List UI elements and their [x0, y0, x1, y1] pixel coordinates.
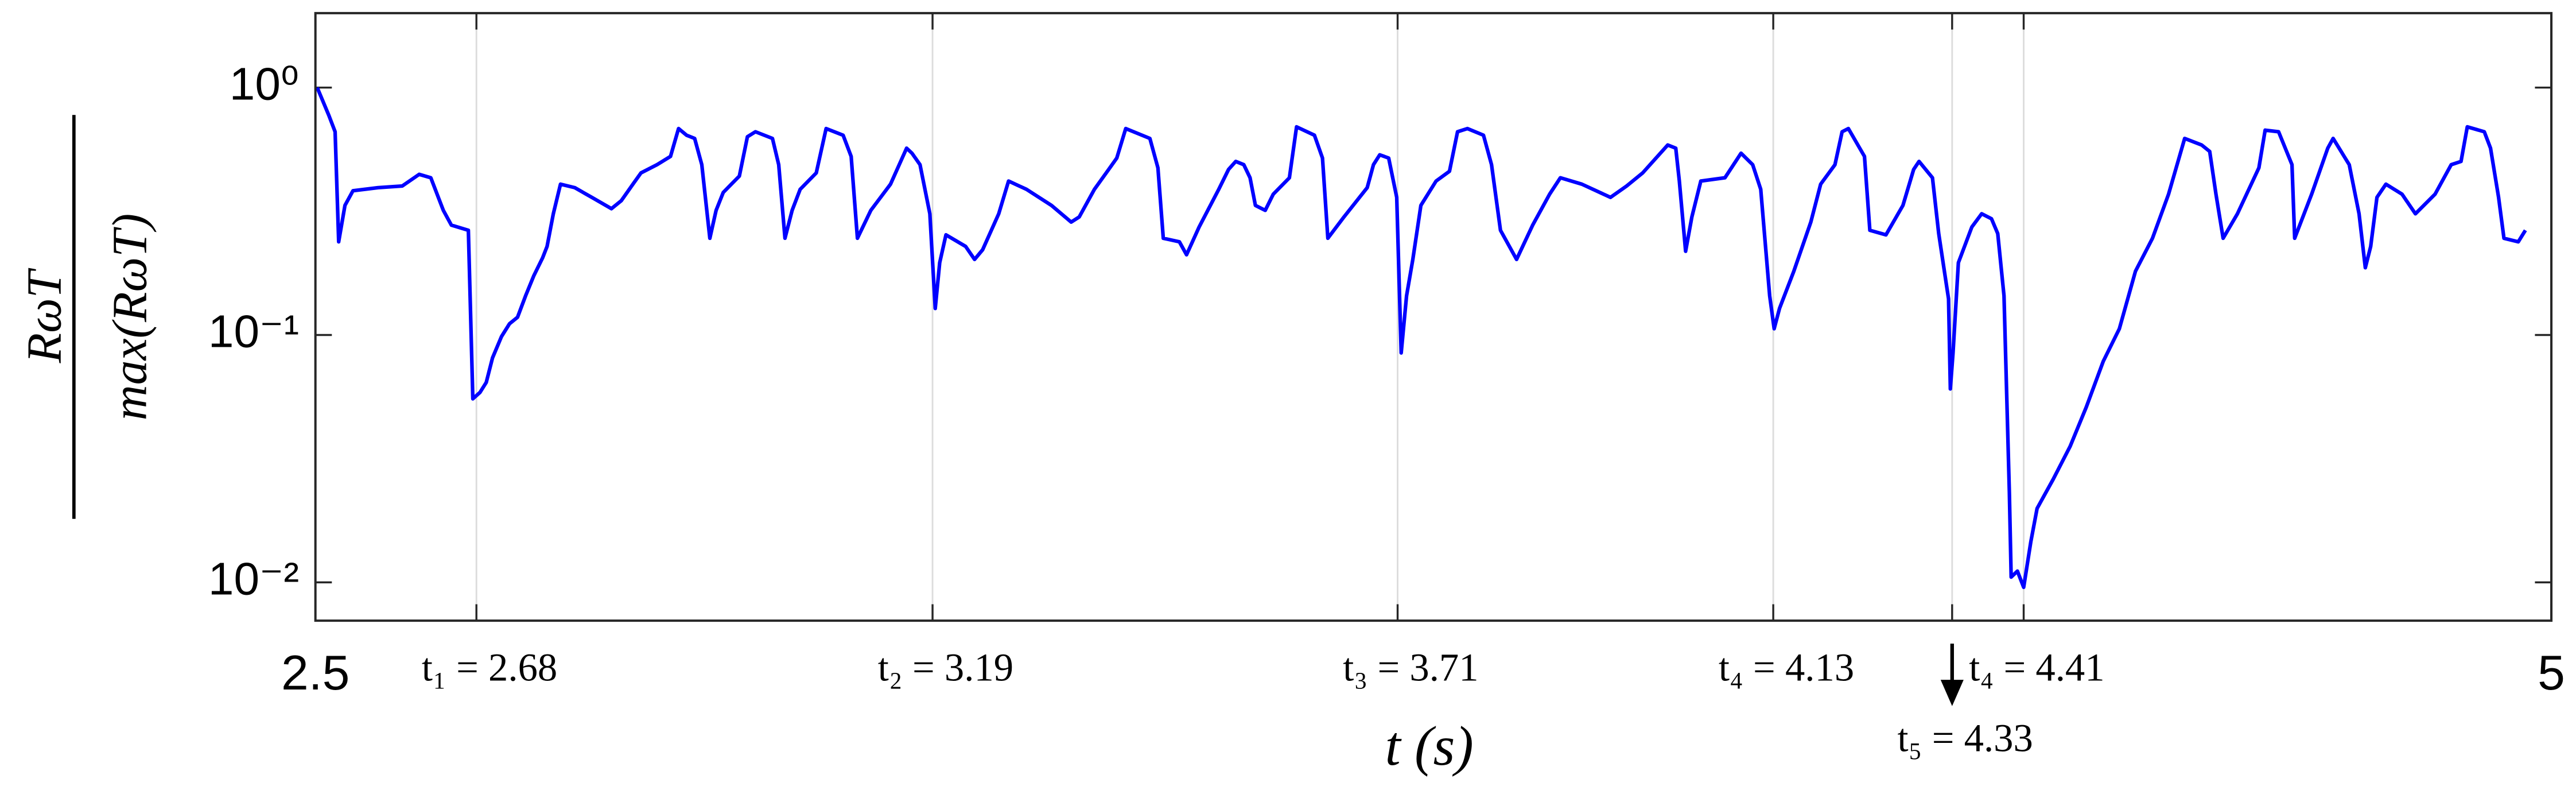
- plot-frame: [314, 11, 2553, 622]
- y-label-numerator: RωT: [17, 268, 72, 363]
- x-tick-label: t₅ = 4.33: [1898, 716, 2033, 760]
- x-tick-label: 5: [2538, 645, 2565, 700]
- y-axis-label: RωT max(RωT): [17, 115, 157, 519]
- y-label-denominator: max(RωT): [102, 214, 157, 421]
- y-tick-label: 10⁻²: [208, 553, 299, 605]
- x-tick-label: 2.5: [281, 645, 349, 700]
- x-tick-label: t₃ = 3.71: [1343, 646, 1478, 689]
- y-tick-label: 10⁻¹: [208, 305, 299, 357]
- y-tick-label: 10⁰: [230, 58, 299, 110]
- x-tick-label: t₁ = 2.68: [422, 646, 557, 689]
- x-axis-label: t (s): [1385, 715, 1474, 777]
- x-tick-label: t₄ = 4.13: [1719, 646, 1854, 689]
- data-line: [315, 87, 2527, 590]
- x-tick-label: t₂ = 3.19: [878, 646, 1013, 689]
- arrow-head: [1940, 680, 1964, 706]
- x-tick-label: t₄ = 4.41: [1969, 646, 2104, 689]
